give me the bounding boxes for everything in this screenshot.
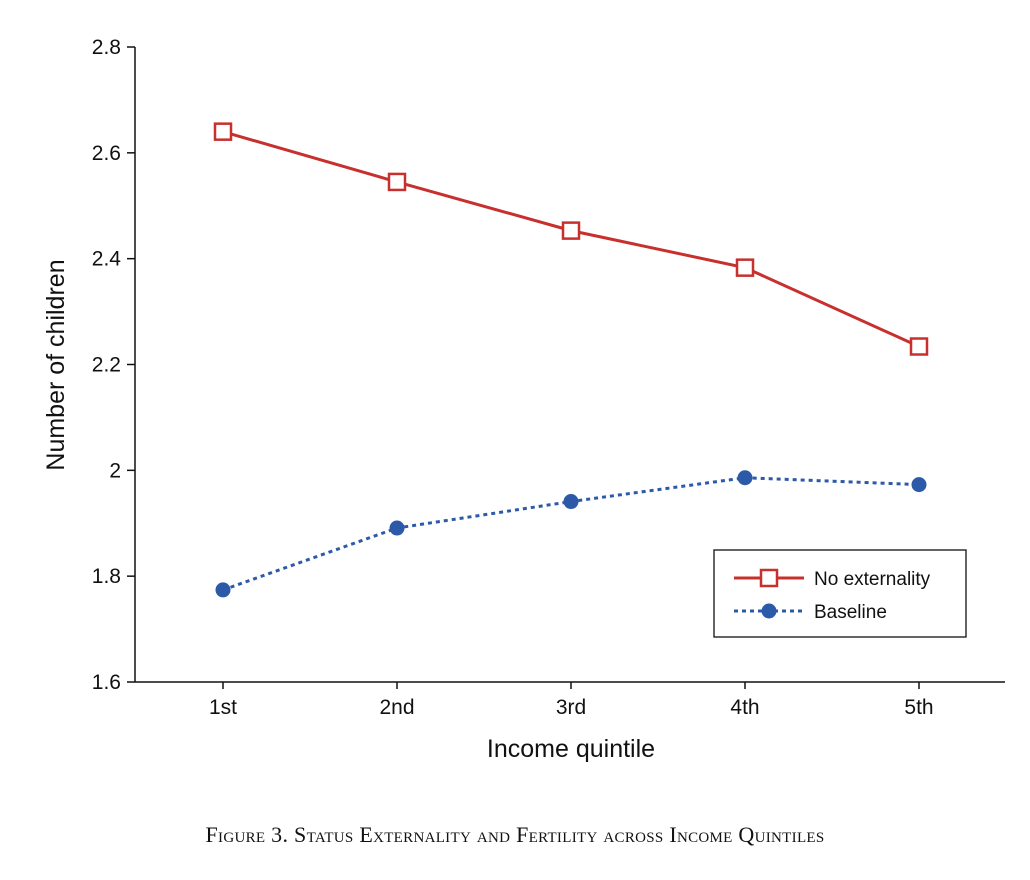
series-layer [213,122,929,598]
data-point-baseline [911,477,927,493]
data-point-baseline [389,520,405,536]
x-tick-label: 3rd [556,696,586,719]
legend-box [713,549,967,638]
y-tick-label: 1.8 [92,565,121,588]
x-axis-title: Income quintile [487,735,655,763]
y-tick-label: 2.8 [92,36,121,59]
y-tick-label: 2.4 [92,248,122,271]
y-tick-label: 2.2 [92,354,121,377]
y-tick-label: 2.6 [92,142,121,165]
y-tick-label: 2 [109,459,121,482]
data-point-no-externality [387,172,407,192]
x-tick-label: 5th [904,696,933,719]
legend-label-baseline: Baseline [814,602,887,623]
x-ticks: 1st 2nd 3rd 4th 5th [209,682,934,719]
legend-marker-no-externality [759,568,779,588]
y-ticks: 1.6 1.8 2 2.2 2.4 2.6 2.8 [92,36,135,694]
y-axis-title: Number of children [42,259,70,470]
data-point-no-externality [909,337,929,356]
figure-caption: Figure 3. Status Externality and Fertili… [205,822,825,847]
data-point-baseline [563,494,579,510]
y-tick-label: 1.6 [92,671,121,694]
data-point-baseline [737,470,753,486]
x-tick-label: 2nd [379,696,414,719]
data-point-no-externality [561,221,581,240]
x-tick-label: 1st [209,696,237,719]
legend: No externality Baseline [713,549,967,638]
data-point-baseline [215,582,231,598]
legend-marker-baseline [761,603,777,619]
line-chart: 1.6 1.8 2 2.2 2.4 2.6 2.8 1st 2nd 3rd 4th 5th Numb… [42,36,1005,763]
x-tick-label: 4th [730,696,759,719]
data-point-no-externality [735,258,755,277]
data-point-no-externality [213,122,233,141]
legend-label-no-externality: No externality [814,569,931,590]
